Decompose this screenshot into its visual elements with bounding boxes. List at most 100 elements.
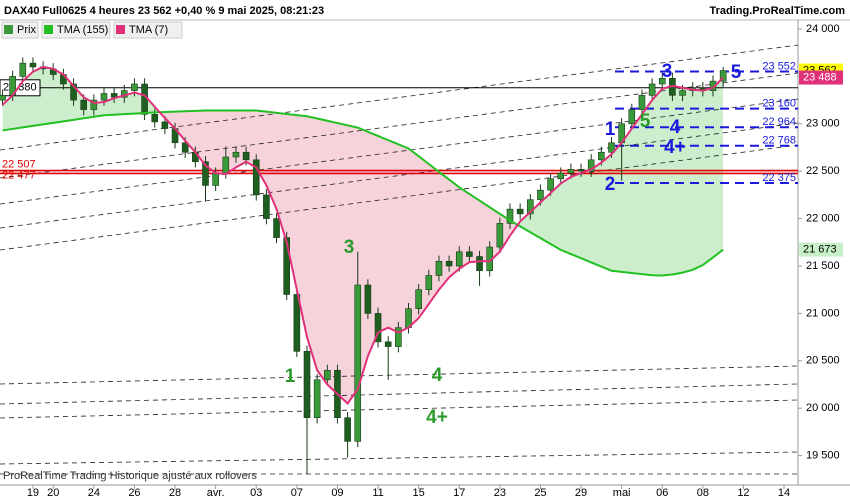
footer: ProRealTime Trading Historique ajusté au… bbox=[3, 470, 257, 482]
wave-label: 4+ bbox=[664, 137, 686, 158]
candle-body bbox=[222, 156, 230, 174]
candle-body bbox=[719, 70, 727, 82]
candle-body bbox=[151, 114, 159, 123]
reference-label: 23 380 bbox=[3, 82, 37, 94]
candle-body bbox=[364, 284, 372, 314]
candle-body bbox=[19, 62, 27, 77]
candle-body bbox=[29, 62, 37, 68]
candle-body bbox=[587, 159, 595, 172]
support-label: 22 477 bbox=[2, 169, 36, 181]
level-label: 22 964 bbox=[762, 116, 796, 128]
candle-body bbox=[344, 417, 351, 442]
candle-body bbox=[638, 95, 646, 110]
candle-body bbox=[496, 223, 504, 248]
channel-line bbox=[0, 399, 799, 419]
y-tick-label: 21 000 bbox=[806, 307, 840, 319]
x-tick-label: 11 bbox=[372, 487, 383, 499]
candle-body bbox=[303, 351, 311, 418]
candle-body bbox=[90, 99, 98, 110]
candle-body bbox=[435, 260, 443, 276]
candle-body bbox=[608, 142, 615, 153]
candle-body bbox=[598, 151, 605, 161]
x-tick-label: 07 bbox=[291, 487, 303, 499]
chart-title: DAX40 Full0625 4 heures 23 562 +0,40 % 9… bbox=[4, 5, 324, 17]
legend-swatch bbox=[116, 25, 125, 34]
candle-body bbox=[313, 379, 321, 418]
legend-box-bg bbox=[41, 21, 111, 39]
support-label: 22 507 bbox=[2, 158, 36, 170]
candle-body bbox=[476, 256, 483, 272]
x-tick-label: 03 bbox=[250, 487, 262, 499]
candle-body bbox=[658, 78, 666, 85]
y-tick-label: 21 500 bbox=[806, 260, 840, 272]
candle-body bbox=[425, 275, 433, 291]
candle-body bbox=[100, 93, 108, 101]
candle-body bbox=[242, 151, 250, 161]
candle-body bbox=[263, 194, 270, 219]
y-tick-label: 19 500 bbox=[806, 450, 840, 462]
x-tick-label: 24 bbox=[88, 487, 100, 499]
wave-label: 4 bbox=[432, 365, 443, 386]
candle-body bbox=[395, 327, 402, 347]
x-tick-label: 06 bbox=[656, 487, 668, 499]
candle-body bbox=[181, 142, 189, 153]
candle-body bbox=[70, 83, 77, 101]
y-tick-label: 24 000 bbox=[806, 23, 840, 35]
candle-body bbox=[415, 289, 422, 309]
x-tick-label: 17 bbox=[453, 487, 465, 499]
bear-fill bbox=[2, 110, 724, 404]
indicator-line bbox=[2, 109, 724, 277]
level-label: 23 552 bbox=[762, 60, 796, 72]
candle-body bbox=[516, 208, 524, 215]
y-tick-label: 22 000 bbox=[806, 213, 840, 225]
candle-body bbox=[567, 169, 575, 174]
candle-body bbox=[323, 369, 331, 381]
last-value-box bbox=[799, 70, 843, 85]
x-tick-label: 23 bbox=[494, 487, 506, 499]
candle-body bbox=[161, 121, 169, 129]
y-tick-label: 23 000 bbox=[806, 118, 840, 130]
candle-body bbox=[526, 199, 534, 215]
wave-label: 3 bbox=[662, 61, 673, 82]
wave-label: 4+ bbox=[426, 407, 448, 428]
x-tick-label: 26 bbox=[128, 487, 140, 499]
x-tick-label: 20 bbox=[47, 487, 59, 499]
indicator-line bbox=[1, 65, 724, 405]
candle-body bbox=[577, 169, 585, 172]
legend-swatch bbox=[44, 25, 53, 34]
wave-label: 3 bbox=[344, 237, 355, 258]
level-label: 22 375 bbox=[762, 172, 796, 184]
y-tick-label: 22 500 bbox=[806, 165, 840, 177]
last-value-label: 21 673 bbox=[803, 244, 837, 256]
legend-label: TMA (7) bbox=[129, 24, 168, 36]
candle-body bbox=[648, 83, 656, 96]
candle-body bbox=[679, 90, 686, 96]
level-label: 23 160 bbox=[762, 98, 796, 110]
candle-body bbox=[537, 189, 544, 200]
wave-label: 5 bbox=[731, 62, 742, 83]
legend-label: TMA (155) bbox=[57, 24, 108, 36]
candle-body bbox=[445, 260, 453, 267]
x-tick-label: 19 bbox=[27, 487, 39, 499]
candle-body bbox=[232, 151, 240, 158]
x-tick-label: 29 bbox=[575, 487, 587, 499]
channel-line bbox=[0, 72, 799, 179]
y-tick-label: 20 000 bbox=[806, 402, 840, 414]
level-label: 22 768 bbox=[762, 135, 796, 147]
legend-label: Prix bbox=[17, 24, 36, 36]
x-tick-label: mai bbox=[613, 487, 631, 499]
channel-line bbox=[0, 365, 799, 385]
wave-label: 4 bbox=[670, 117, 681, 138]
x-tick-label: 25 bbox=[534, 487, 546, 499]
wave-label: 2 bbox=[605, 174, 616, 195]
header-bar bbox=[0, 0, 850, 20]
candle-body bbox=[506, 208, 514, 224]
candle-body bbox=[466, 251, 473, 257]
x-tick-label: 28 bbox=[169, 487, 181, 499]
candle-body bbox=[212, 172, 219, 186]
candle-body bbox=[374, 313, 382, 343]
legend-box-bg bbox=[113, 21, 183, 39]
candle-body bbox=[80, 99, 87, 110]
source: Trading.ProRealTime.com bbox=[709, 5, 845, 17]
